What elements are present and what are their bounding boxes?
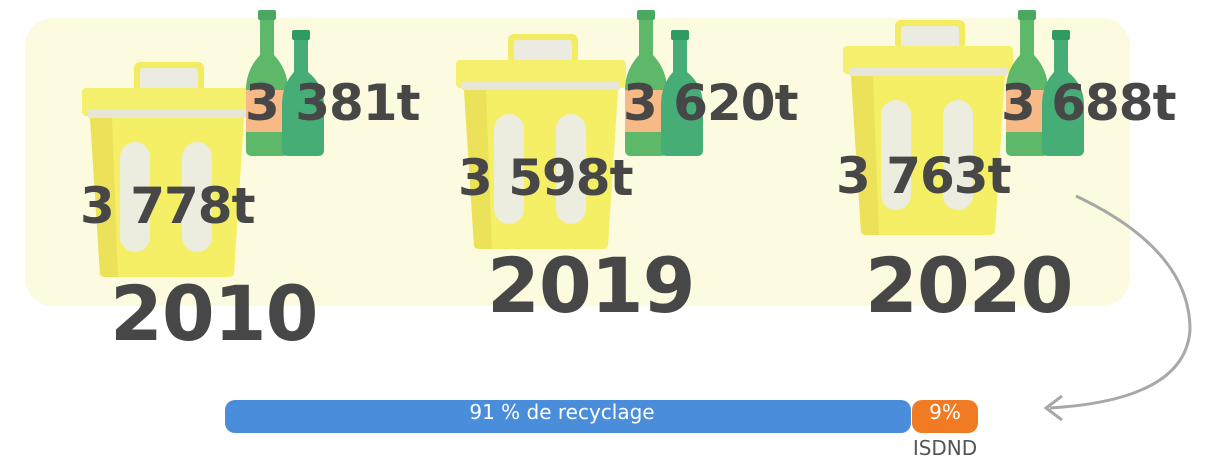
year: 2020 — [865, 241, 1073, 330]
bin-icon — [82, 62, 252, 277]
glass-amount: 3 688t — [1001, 74, 1176, 132]
bin-icon — [456, 34, 626, 249]
recycling-label: 91 % de recyclage — [469, 400, 654, 424]
recycling-bar — [225, 400, 911, 433]
bin-amount: 3 778t — [80, 177, 255, 235]
glass-amount: 3 620t — [623, 74, 798, 132]
bin-amount: 3 763t — [836, 147, 1011, 205]
year: 2019 — [487, 241, 695, 330]
bin-amount: 3 598t — [458, 149, 633, 207]
year: 2010 — [110, 269, 318, 358]
arrow-head — [1043, 394, 1063, 422]
landfill-label: 9% — [929, 400, 961, 424]
landfill-name: ISDND — [913, 436, 977, 460]
arrow — [1049, 194, 1192, 410]
landfill-bar — [912, 400, 978, 433]
glass-amount: 3 381t — [245, 74, 420, 132]
